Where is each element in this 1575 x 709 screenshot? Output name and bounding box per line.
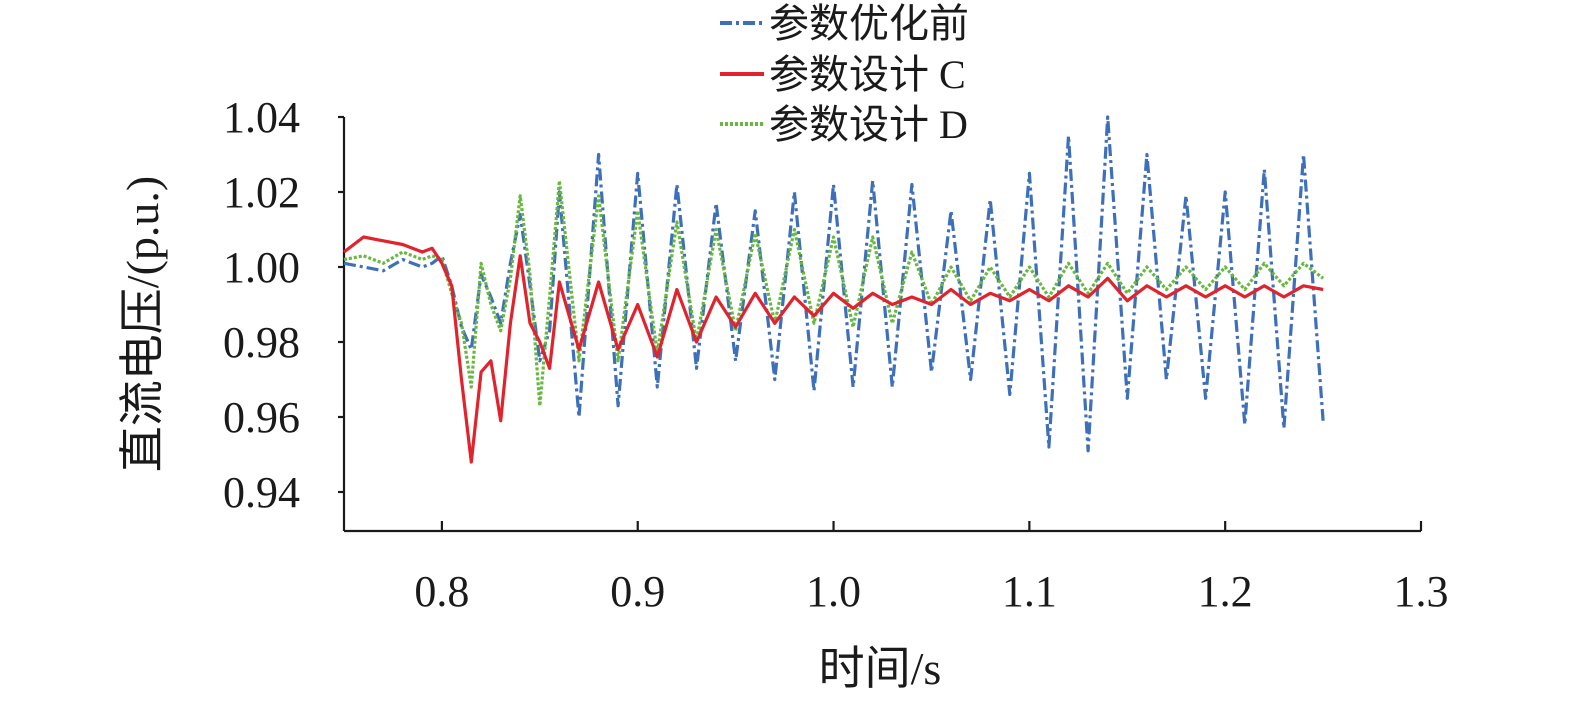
series-group xyxy=(343,115,1325,464)
y-ticks: 0.94 0.96 0.98 1.00 1.02 1.04 xyxy=(223,93,344,517)
x-tick-label: 1.2 xyxy=(1198,567,1253,616)
series-design-c xyxy=(343,235,1324,464)
x-tick-label: 0.8 xyxy=(414,567,469,616)
legend-label-design-c: 参数设计 C xyxy=(769,52,966,97)
y-tick-label: 0.96 xyxy=(223,393,300,442)
legend-item-design-d: 参数设计 D xyxy=(720,102,968,147)
x-tick-label: 1.3 xyxy=(1394,567,1449,616)
y-tick-label: 0.98 xyxy=(223,318,300,367)
y-tick-label: 0.94 xyxy=(223,468,300,517)
legend-label-before-optimization: 参数优化前 xyxy=(769,1,969,46)
y-tick-label: 1.00 xyxy=(223,243,300,292)
legend-item-before-optimization: 参数优化前 xyxy=(720,1,969,46)
legend-item-design-c: 参数设计 C xyxy=(720,52,966,97)
legend: 参数优化前 参数设计 C 参数设计 D xyxy=(720,1,969,147)
y-tick-label: 1.02 xyxy=(223,168,300,217)
x-ticks: 0.8 0.9 1.0 1.1 1.2 1.3 xyxy=(414,521,1449,616)
series-design-d xyxy=(343,179,1325,408)
x-tick-label: 0.9 xyxy=(610,567,665,616)
x-tick-label: 1.1 xyxy=(1002,567,1057,616)
axes xyxy=(342,117,1421,533)
x-axis-title: 时间/s xyxy=(819,643,942,694)
series-before-optimization xyxy=(343,115,1325,453)
x-tick-label: 1.0 xyxy=(806,567,861,616)
y-tick-label: 1.04 xyxy=(223,93,300,142)
legend-label-design-d: 参数设计 D xyxy=(769,102,968,147)
y-axis-title: 直流电压/(p.u.) xyxy=(117,176,168,472)
